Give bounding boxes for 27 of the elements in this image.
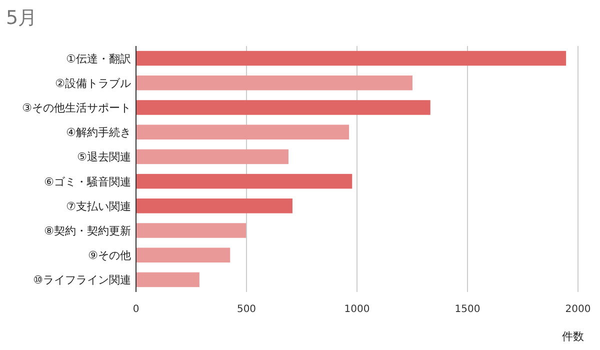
bar (136, 272, 200, 288)
y-tick-label: ⑩ライフライン関連 (33, 274, 131, 287)
y-tick-label: ⑨その他 (88, 249, 131, 262)
y-tick-label: ②設備トラブル (55, 76, 131, 90)
bar (136, 124, 350, 140)
x-tick-label: 500 (236, 304, 256, 315)
y-tick-label: ①伝達・翻訳 (66, 52, 131, 66)
chart-title: 5月 (6, 7, 38, 29)
x-tick-label: 2000 (565, 304, 591, 315)
y-tick-label: ④解約手続き (66, 126, 131, 140)
bar (136, 100, 430, 115)
bar (136, 149, 288, 164)
y-tick-label: ③その他生活サポート (22, 102, 131, 114)
x-axis-title: 件数 (562, 330, 584, 343)
bar (136, 50, 566, 66)
bar (136, 223, 246, 238)
bar (136, 198, 292, 214)
bar (136, 76, 412, 90)
y-tick-label: ⑤退去関連 (77, 150, 131, 164)
x-tick-label: 0 (132, 304, 140, 315)
y-tick-label: ⑧契約・契約更新 (44, 224, 131, 238)
y-tick-label: ⑦支払い関連 (66, 200, 131, 213)
y-tick-label: ⑥ゴミ・騒音関連 (44, 175, 131, 188)
bar (136, 174, 352, 189)
x-tick-label: 1000 (344, 304, 370, 315)
x-tick-label: 1500 (454, 304, 480, 315)
bar (136, 248, 230, 262)
